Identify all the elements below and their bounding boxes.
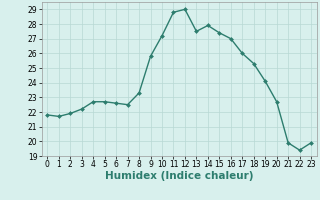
X-axis label: Humidex (Indice chaleur): Humidex (Indice chaleur)	[105, 171, 253, 181]
